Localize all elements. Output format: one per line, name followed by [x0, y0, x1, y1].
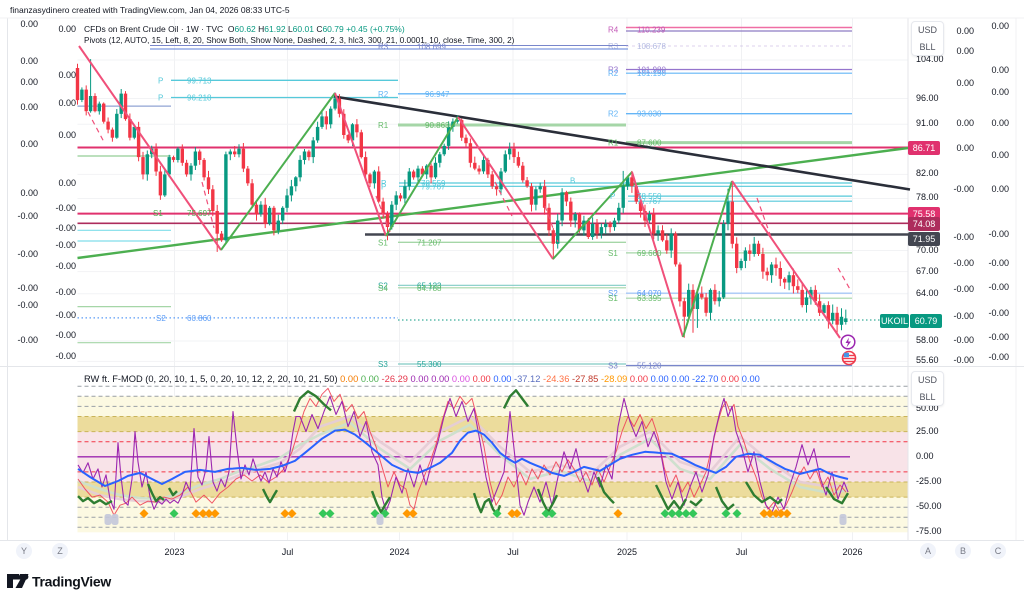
svg-text:S2: S2: [608, 289, 618, 298]
svg-text:64.070: 64.070: [637, 289, 662, 298]
svg-text:R1: R1: [378, 121, 389, 130]
svg-text:96.947: 96.947: [425, 90, 450, 99]
svg-text:R3: R3: [608, 65, 619, 74]
svg-text:S2: S2: [378, 281, 388, 290]
svg-text:S1: S1: [378, 238, 388, 247]
svg-text:101.190: 101.190: [637, 69, 666, 78]
svg-text:60.860: 60.860: [187, 314, 212, 323]
svg-text:R3: R3: [608, 42, 619, 51]
svg-text:R1: R1: [608, 139, 619, 148]
svg-text:P: P: [158, 93, 163, 102]
svg-text:S3: S3: [378, 360, 388, 369]
svg-text:R2: R2: [378, 90, 389, 99]
svg-text:75.697: 75.697: [187, 209, 212, 218]
svg-text:P: P: [381, 183, 386, 192]
svg-text:64.788: 64.788: [417, 284, 442, 293]
svg-text:S3: S3: [608, 362, 618, 371]
svg-text:77.767: 77.767: [637, 197, 662, 206]
svg-text:S2: S2: [156, 314, 166, 323]
svg-text:99.713: 99.713: [187, 76, 212, 85]
svg-text:79.767: 79.767: [421, 183, 446, 192]
svg-text:R4: R4: [608, 26, 619, 35]
svg-text:55.300: 55.300: [417, 360, 442, 369]
svg-text:S1: S1: [608, 249, 618, 258]
svg-text:R2: R2: [608, 110, 619, 119]
svg-text:R2: R2: [608, 69, 619, 78]
svg-text:P: P: [381, 179, 386, 188]
svg-text:78.559: 78.559: [421, 179, 446, 188]
svg-text:S1: S1: [153, 209, 163, 218]
svg-text:69.660: 69.660: [637, 249, 662, 258]
svg-text:87.600: 87.600: [637, 139, 662, 148]
svg-text:96.218: 96.218: [187, 93, 212, 102]
svg-text:S4: S4: [378, 284, 388, 293]
svg-text:71.207: 71.207: [417, 238, 442, 247]
svg-text:78.550: 78.550: [637, 192, 662, 201]
svg-text:S1: S1: [608, 294, 618, 303]
svg-text:90.863: 90.863: [425, 121, 450, 130]
svg-text:93.030: 93.030: [637, 110, 662, 119]
svg-text:R3: R3: [378, 43, 389, 52]
svg-text:TradingView: TradingView: [32, 574, 111, 590]
svg-text:108.678: 108.678: [637, 42, 666, 51]
svg-text:63.395: 63.395: [637, 294, 662, 303]
svg-text:P: P: [158, 76, 163, 85]
svg-text:101.980: 101.980: [637, 65, 666, 74]
svg-text:65.123: 65.123: [417, 281, 442, 290]
svg-text:B: B: [570, 177, 575, 186]
svg-text:110.239: 110.239: [637, 26, 666, 35]
svg-text:55.120: 55.120: [637, 362, 662, 371]
svg-text:P: P: [610, 192, 615, 201]
svg-text:108.699: 108.699: [417, 43, 446, 52]
